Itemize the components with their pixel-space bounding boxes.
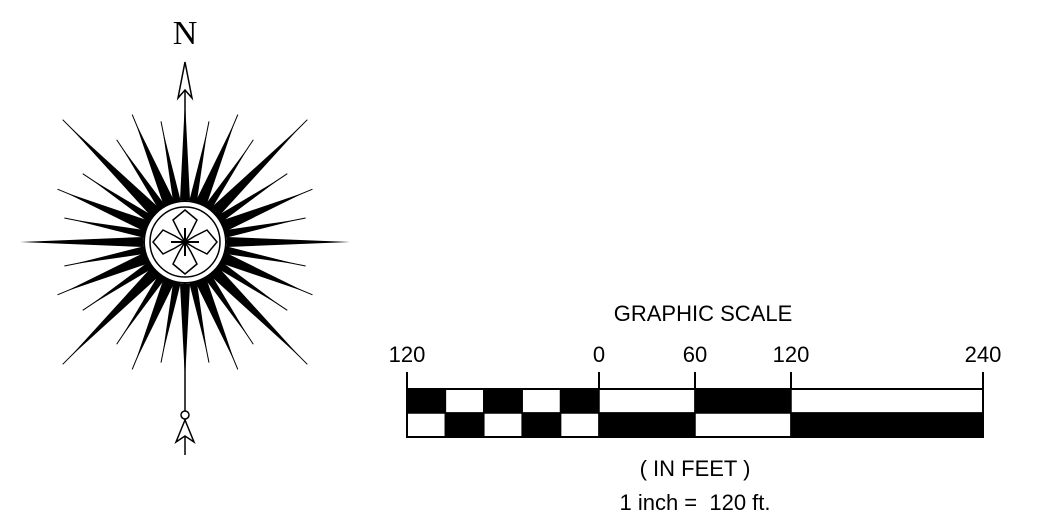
east-shaft — [227, 237, 350, 247]
rose-ray — [193, 121, 235, 210]
rose-ray — [221, 219, 298, 239]
scale-cell — [694, 412, 792, 438]
rose-ray — [64, 192, 153, 234]
south-ring — [180, 410, 190, 420]
rose-ray — [162, 278, 182, 355]
rose-cross-arm — [183, 229, 218, 255]
rose-cross-arm — [152, 229, 187, 255]
rose-ray — [188, 129, 208, 206]
scale-cell — [406, 388, 447, 414]
scale-cell — [598, 388, 696, 414]
rose-cross-arm — [172, 240, 198, 275]
south-shaft — [180, 284, 190, 380]
scale-cell — [598, 412, 696, 438]
scale-units: ( IN FEET ) — [640, 456, 751, 481]
scale-tick-label: 240 — [965, 342, 1002, 367]
rose-ray — [135, 121, 177, 210]
scale-cell — [483, 388, 523, 414]
scale-cell — [694, 388, 792, 414]
rose-ray — [193, 274, 235, 363]
scale-title: GRAPHIC SCALE — [614, 301, 793, 326]
south-fletch — [174, 418, 196, 444]
rose-ray — [64, 250, 153, 292]
scale-tick-label: 0 — [593, 342, 605, 367]
scale-cell — [790, 388, 984, 414]
rose-ray — [188, 278, 208, 355]
north-shaft — [180, 100, 190, 200]
scale-cell — [444, 388, 485, 414]
scale-tick-label: 120 — [773, 342, 810, 367]
west-shaft — [20, 237, 143, 247]
scale-cell — [444, 412, 485, 438]
rose-ray — [217, 192, 306, 234]
rose-ray — [221, 245, 298, 265]
rose-ray — [217, 250, 306, 292]
rose-ray — [135, 274, 177, 363]
rose-cross-arm — [172, 209, 198, 244]
graphic-scale: 120 0 60 120 240 — [389, 342, 1002, 438]
north-label: N — [173, 15, 198, 52]
rose-ray — [72, 245, 149, 265]
scale-tick-label: 60 — [683, 342, 707, 367]
scale-cell — [790, 412, 984, 438]
rose-ray — [72, 219, 149, 239]
scale-cell — [521, 388, 562, 414]
scale-cell — [559, 412, 600, 438]
scale-cell — [521, 412, 562, 438]
compass-rose — [20, 61, 350, 455]
scale-ratio: 1 inch = 120 ft. — [619, 490, 770, 515]
scale-tick-label: 120 — [389, 342, 426, 367]
rose-ray — [162, 129, 182, 206]
north-arrowhead — [176, 61, 194, 101]
scale-cell — [559, 388, 600, 414]
scale-cell — [483, 412, 523, 438]
scale-cell — [406, 412, 447, 438]
